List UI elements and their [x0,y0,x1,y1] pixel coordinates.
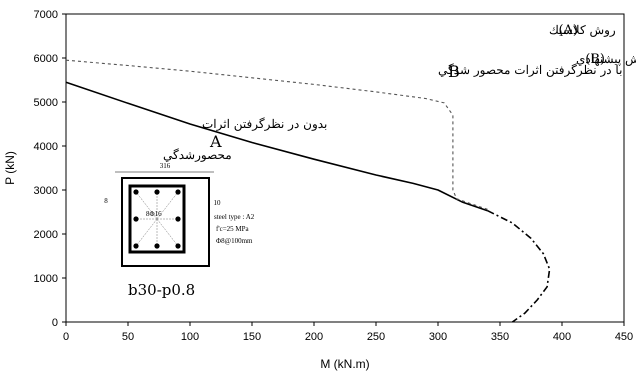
section-width-dim: 316 [160,162,171,170]
y-tick-label: 2000 [34,229,58,241]
section-caption: b30-p0.8 [128,281,195,299]
section-core-line [135,218,158,247]
section-left-dim: 8 [104,197,108,205]
label-b-text: با در نظرگرفتن اثرات محصور شدگي [438,63,622,77]
legend-marker-a: (A) [558,23,578,38]
rebar [133,189,139,195]
rebar [175,189,181,195]
series-line-b [65,59,488,210]
section-tie-label: Φ8@100mm [216,237,253,245]
x-tick-label: 350 [491,331,509,343]
rebar [154,243,160,249]
section-core-line [135,191,158,220]
rebar [133,243,139,249]
x-tick-label: 200 [305,331,323,343]
x-tick-label: 300 [429,331,447,343]
section-tie [128,184,186,254]
legend: (A) روش كلاسيك (B) روش پيشنهادي [549,23,636,67]
section-steel-type: steel type : A2 [214,213,255,221]
section-bars-label: 8Φ16 [146,210,162,218]
rebar [133,216,139,222]
series-group [65,59,551,323]
legend-marker-b: (B) [585,52,605,67]
y-axis-ticks: 0 1000 2000 3000 4000 5000 6000 7000 [34,9,66,329]
y-tick-label: 0 [52,317,58,329]
y-tick-label: 5000 [34,97,58,109]
y-tick-label: 7000 [34,9,58,21]
x-tick-label: 400 [553,331,571,343]
y-tick-label: 3000 [34,185,58,197]
y-tick-label: 1000 [34,273,58,285]
x-tick-label: 0 [63,331,69,343]
section-outer [121,177,210,267]
section-core-line [156,218,179,247]
x-tick-label: 450 [615,331,633,343]
x-axis-ticks: 0 50 100 150 200 250 300 350 400 450 [63,322,633,343]
series-line-a-b [487,209,551,323]
series-line-a [65,81,488,212]
plot-frame [65,13,625,323]
section-core-line [156,191,179,220]
rebar [175,216,181,222]
label-b: B [448,62,460,81]
y-axis-title: P (kN) [3,151,17,185]
y-tick-label: 4000 [34,141,58,153]
x-tick-label: 50 [122,331,134,343]
rebar [175,243,181,249]
label-a-text-line1: بدون در نظرگرفتن اثرات [202,117,327,131]
rebar [154,189,160,195]
y-tick-label: 6000 [34,53,58,65]
section-fc: f'c=25 MPa [216,225,250,233]
x-tick-label: 100 [181,331,199,343]
label-a: A [209,132,222,151]
section-right-dim: 10 [214,199,222,207]
cross-section-inset: 316 8 10 8Φ16 steel type : A2 f'c=25 MPa… [104,162,254,299]
section-core-lines [135,191,179,247]
x-tick-label: 150 [243,331,261,343]
x-axis-title: M (kN.m) [320,357,369,371]
x-tick-label: 250 [367,331,385,343]
section-rebars [133,189,181,249]
legend-text-a: روش كلاسيك [549,23,616,37]
legend-text-b: روش پيشنهادي [576,52,636,66]
label-a-text-line2: محصورشدگي [163,148,232,162]
